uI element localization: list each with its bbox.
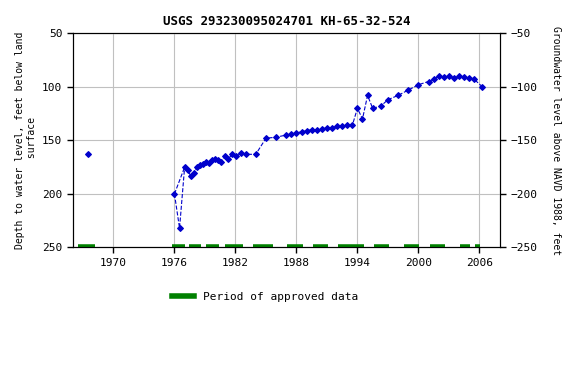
Point xyxy=(332,123,342,129)
Point xyxy=(363,93,372,99)
Point xyxy=(202,159,211,165)
Point xyxy=(228,151,237,157)
Point xyxy=(434,73,444,79)
Point xyxy=(348,122,357,129)
Point xyxy=(302,128,311,134)
Point xyxy=(404,87,413,93)
Point xyxy=(232,153,241,159)
Point xyxy=(84,151,93,157)
Y-axis label: Depth to water level, feet below land
 surface: Depth to water level, feet below land su… xyxy=(15,32,37,249)
Point xyxy=(376,103,385,109)
Point xyxy=(175,225,184,231)
Point xyxy=(221,153,230,159)
Point xyxy=(444,73,453,79)
Point xyxy=(207,157,217,163)
Point xyxy=(338,123,347,129)
Point xyxy=(180,164,190,170)
Point xyxy=(292,130,301,136)
Point xyxy=(424,78,433,84)
Point xyxy=(195,162,204,168)
Point xyxy=(312,127,321,133)
Point xyxy=(198,161,207,167)
Point xyxy=(307,127,316,133)
Point xyxy=(236,150,245,156)
Point xyxy=(183,167,192,174)
Point xyxy=(449,75,458,81)
Point xyxy=(429,76,438,83)
Point xyxy=(327,124,336,131)
Point xyxy=(454,73,464,79)
Point xyxy=(297,129,306,135)
Point xyxy=(262,135,271,141)
Point xyxy=(383,97,392,103)
Point xyxy=(414,82,423,88)
Point xyxy=(217,159,226,165)
Point xyxy=(204,160,214,166)
Point xyxy=(317,126,327,132)
Point xyxy=(271,134,281,140)
Point xyxy=(251,151,260,157)
Point xyxy=(368,105,377,111)
Point xyxy=(223,156,233,162)
Point xyxy=(460,74,469,80)
Point xyxy=(465,75,474,81)
Point xyxy=(393,93,403,99)
Y-axis label: Groundwater level above NAVD 1988, feet: Groundwater level above NAVD 1988, feet xyxy=(551,26,561,255)
Point xyxy=(210,156,219,162)
Legend: Period of approved data: Period of approved data xyxy=(167,287,362,306)
Point xyxy=(343,122,352,129)
Point xyxy=(214,157,223,163)
Point xyxy=(282,132,291,138)
Title: USGS 293230095024701 KH-65-32-524: USGS 293230095024701 KH-65-32-524 xyxy=(162,15,410,28)
Point xyxy=(241,151,250,157)
Point xyxy=(170,191,179,197)
Point xyxy=(353,105,362,111)
Point xyxy=(287,131,296,137)
Point xyxy=(478,84,487,90)
Point xyxy=(439,74,448,80)
Point xyxy=(469,76,479,83)
Point xyxy=(323,124,332,131)
Point xyxy=(358,116,367,122)
Point xyxy=(192,164,202,170)
Point xyxy=(186,173,195,179)
Point xyxy=(189,169,198,175)
